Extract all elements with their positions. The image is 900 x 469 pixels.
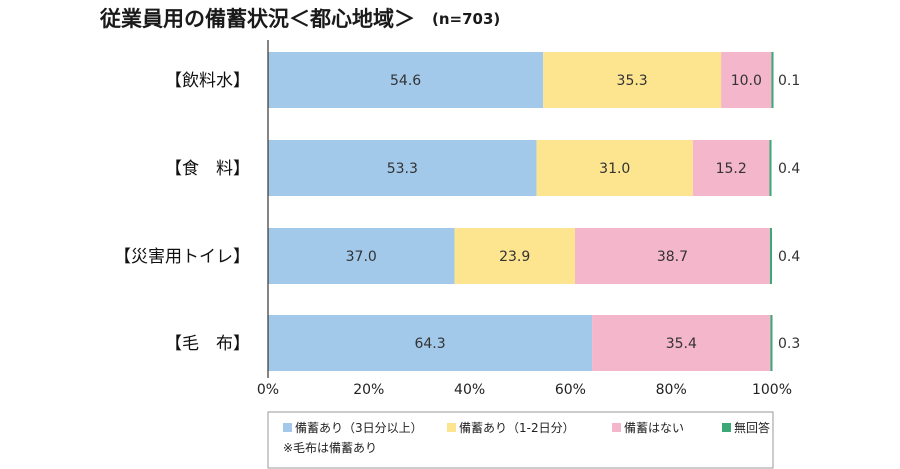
category-label: 【毛 布】	[165, 334, 250, 354]
data-label: 37.0	[346, 249, 377, 265]
bar-segment	[770, 315, 773, 371]
data-label: 64.3	[414, 336, 445, 352]
x-axis: 0% 20% 40% 60% 80% 100%	[257, 40, 792, 398]
data-label: 15.2	[716, 161, 747, 177]
bars-group: 54.6 35.3 10.0 0.1 53.3 31.0 15.2 0.4 37.0 23.9 38…	[268, 52, 800, 371]
category-label: 【災害用トイレ】	[114, 247, 250, 267]
legend-label: 備蓄あり（3日分以上）	[295, 420, 423, 435]
data-label: 0.3	[778, 336, 800, 352]
legend-label: 備蓄はない	[624, 420, 684, 435]
legend-label: 無回答	[734, 420, 770, 435]
x-tick-label: 40%	[454, 382, 485, 398]
bar-segment	[771, 52, 774, 108]
data-label: 0.4	[778, 161, 800, 177]
x-tick-label: 20%	[353, 382, 384, 398]
x-tick-label: 80%	[656, 382, 687, 398]
legend-label: 備蓄あり（1-2日分）	[459, 420, 575, 435]
bar-segment	[268, 52, 544, 108]
category-label: 【食 料】	[165, 159, 250, 179]
x-tick-label: 60%	[555, 382, 586, 398]
x-tick-label: 100%	[752, 382, 792, 398]
data-label: 23.9	[499, 249, 530, 265]
legend: ※毛布は備蓄あり 備蓄あり（3日分以上） 備蓄あり（1-2日分） 備蓄はない 無回答	[267, 411, 774, 469]
data-label: 31.0	[599, 161, 630, 177]
legend-frame	[267, 411, 774, 469]
data-label: 10.0	[731, 73, 762, 89]
bar-segment	[268, 228, 455, 284]
bar-segment	[268, 140, 537, 196]
bar-segment	[536, 140, 693, 196]
bar-segment	[543, 52, 722, 108]
data-label: 38.7	[657, 249, 688, 265]
data-label: 35.4	[666, 336, 697, 352]
legend-swatch	[447, 423, 456, 432]
bar-segment	[268, 315, 593, 371]
data-label: 53.3	[387, 161, 418, 177]
data-label: 0.4	[778, 249, 800, 265]
x-tick-label: 0%	[257, 382, 279, 398]
chart-sample-size: (n=703)	[432, 10, 500, 28]
bar-segment	[721, 52, 772, 108]
legend-swatch	[612, 423, 621, 432]
legend-note: ※毛布は備蓄あり	[283, 440, 377, 455]
data-label: 35.3	[617, 73, 648, 89]
category-label: 【飲料水】	[165, 71, 250, 91]
bar-segment	[769, 140, 772, 196]
bar-segment	[769, 228, 772, 284]
chart-title: 従業員用の備蓄状況＜都心地域＞	[99, 7, 415, 31]
bar-segment	[454, 228, 575, 284]
legend-swatch	[283, 423, 292, 432]
bar-segment	[574, 228, 770, 284]
category-labels: 【飲料水】【食 料】【災害用トイレ】【毛 布】	[114, 71, 250, 354]
legend-swatch	[722, 423, 731, 432]
bar-segment	[592, 315, 771, 371]
data-label: 0.1	[778, 73, 800, 89]
data-label: 54.6	[390, 73, 421, 89]
bar-segment	[692, 140, 770, 196]
